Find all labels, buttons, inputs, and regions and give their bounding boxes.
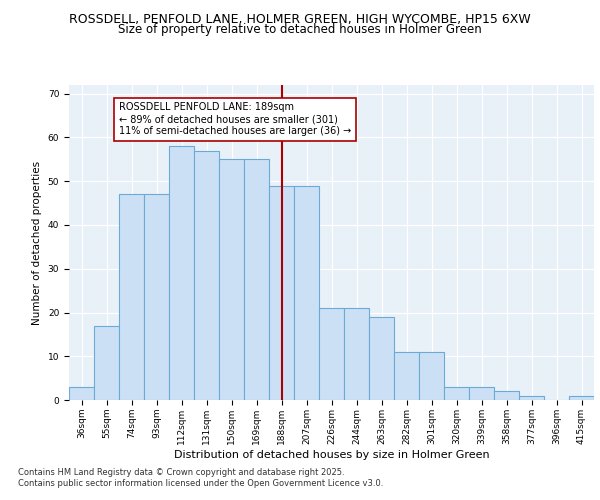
Bar <box>569 396 594 400</box>
X-axis label: Distribution of detached houses by size in Holmer Green: Distribution of detached houses by size … <box>173 450 490 460</box>
Text: ROSSDELL, PENFOLD LANE, HOLMER GREEN, HIGH WYCOMBE, HP15 6XW: ROSSDELL, PENFOLD LANE, HOLMER GREEN, HI… <box>69 12 531 26</box>
Bar <box>469 387 494 400</box>
Bar <box>119 194 144 400</box>
Bar <box>344 308 369 400</box>
Text: ROSSDELL PENFOLD LANE: 189sqm
← 89% of detached houses are smaller (301)
11% of : ROSSDELL PENFOLD LANE: 189sqm ← 89% of d… <box>119 102 351 136</box>
Bar <box>319 308 344 400</box>
Bar <box>169 146 194 400</box>
Bar <box>419 352 444 400</box>
Bar <box>244 160 269 400</box>
Y-axis label: Number of detached properties: Number of detached properties <box>32 160 42 324</box>
Bar <box>144 194 169 400</box>
Bar <box>519 396 544 400</box>
Text: Size of property relative to detached houses in Holmer Green: Size of property relative to detached ho… <box>118 22 482 36</box>
Bar <box>444 387 469 400</box>
Bar <box>69 387 94 400</box>
Bar <box>494 391 519 400</box>
Text: Contains HM Land Registry data © Crown copyright and database right 2025.
Contai: Contains HM Land Registry data © Crown c… <box>18 468 383 487</box>
Bar <box>269 186 294 400</box>
Bar <box>369 317 394 400</box>
Bar <box>294 186 319 400</box>
Bar <box>94 326 119 400</box>
Bar <box>194 150 219 400</box>
Bar <box>219 160 244 400</box>
Bar <box>394 352 419 400</box>
